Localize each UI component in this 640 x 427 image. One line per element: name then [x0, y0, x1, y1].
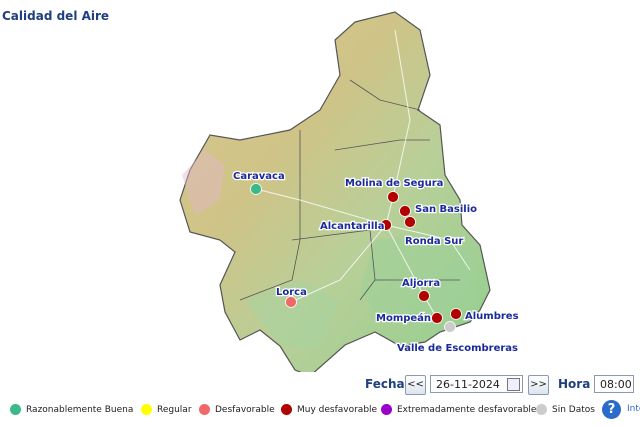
calendar-icon[interactable]: [507, 378, 520, 391]
date-value: 26-11-2024: [436, 378, 500, 391]
station-marker[interactable]: [285, 296, 297, 308]
legend-swatch: [10, 404, 21, 415]
legend-label: Desfavorable: [215, 404, 275, 415]
legend: Razonablemente Buena Regular Desfavorable M…: [0, 401, 640, 421]
district-borders: [239, 79, 460, 301]
station-label: Molina de Segura: [345, 178, 443, 189]
station-label: Caravaca: [233, 171, 285, 182]
controls: Fecha << 26-11-2024 >> Hora 08:00: [0, 373, 640, 397]
station-label: Alcantarilla: [320, 221, 384, 232]
terrain-patch: [182, 150, 225, 215]
station-label: Lorca: [276, 287, 307, 298]
station-marker[interactable]: [418, 290, 430, 302]
station-label: Aljorra: [402, 278, 440, 289]
legend-item: Muy desfavorable: [281, 404, 377, 415]
prev-button[interactable]: <<: [405, 375, 426, 395]
map: Caravaca Molina de Segura San Basilio Alcan…: [179, 11, 520, 372]
legend-label: Inte: [627, 404, 640, 414]
legend-item: Extremadamente desfavorable: [381, 404, 536, 415]
stations: Caravaca Molina de Segura San Basilio Alcan…: [232, 170, 520, 356]
station-marker[interactable]: [450, 308, 462, 320]
date-label: Fecha: [365, 377, 405, 391]
hour-select[interactable]: 08:00: [594, 375, 634, 393]
hour-value: 08:00: [600, 378, 632, 391]
terrain-patch: [245, 280, 340, 350]
station-marker[interactable]: [380, 219, 392, 231]
legend-label: Regular: [157, 404, 192, 415]
legend-swatch: [536, 404, 547, 415]
legend-item: Desfavorable: [199, 404, 275, 415]
station-marker[interactable]: [404, 216, 416, 228]
station-label: Valle de Escombreras: [397, 343, 518, 354]
station-label: Mompeán: [376, 312, 431, 324]
next-button[interactable]: >>: [528, 375, 549, 395]
help-icon[interactable]: ?: [602, 400, 621, 419]
hour-label: Hora: [558, 377, 591, 391]
legend-swatch: [141, 404, 152, 415]
legend-swatch: [199, 404, 210, 415]
legend-item[interactable]: Inte: [627, 404, 640, 414]
station-marker[interactable]: [387, 191, 399, 203]
station-marker[interactable]: [431, 312, 443, 324]
legend-item: Razonablemente Buena: [10, 404, 133, 415]
station-marker[interactable]: [444, 321, 456, 333]
legend-swatch: [381, 404, 392, 415]
legend-label: Extremadamente desfavorable: [397, 404, 537, 415]
station-label: Alumbres: [465, 311, 519, 322]
legend-label: Muy desfavorable: [297, 404, 378, 415]
title: Calidad del Aire: [2, 9, 110, 23]
legend-swatch: [281, 404, 292, 415]
legend-item: Sin Datos: [536, 404, 595, 415]
date-input[interactable]: 26-11-2024: [430, 375, 523, 393]
station-marker[interactable]: [399, 205, 411, 217]
station-label: San Basilio: [415, 204, 477, 215]
station-label: Ronda Sur: [405, 236, 463, 247]
station-marker[interactable]: [250, 183, 262, 195]
legend-label: Razonablemente Buena: [26, 404, 134, 415]
legend-label: Sin Datos: [552, 404, 595, 415]
legend-item: Regular: [141, 404, 192, 415]
